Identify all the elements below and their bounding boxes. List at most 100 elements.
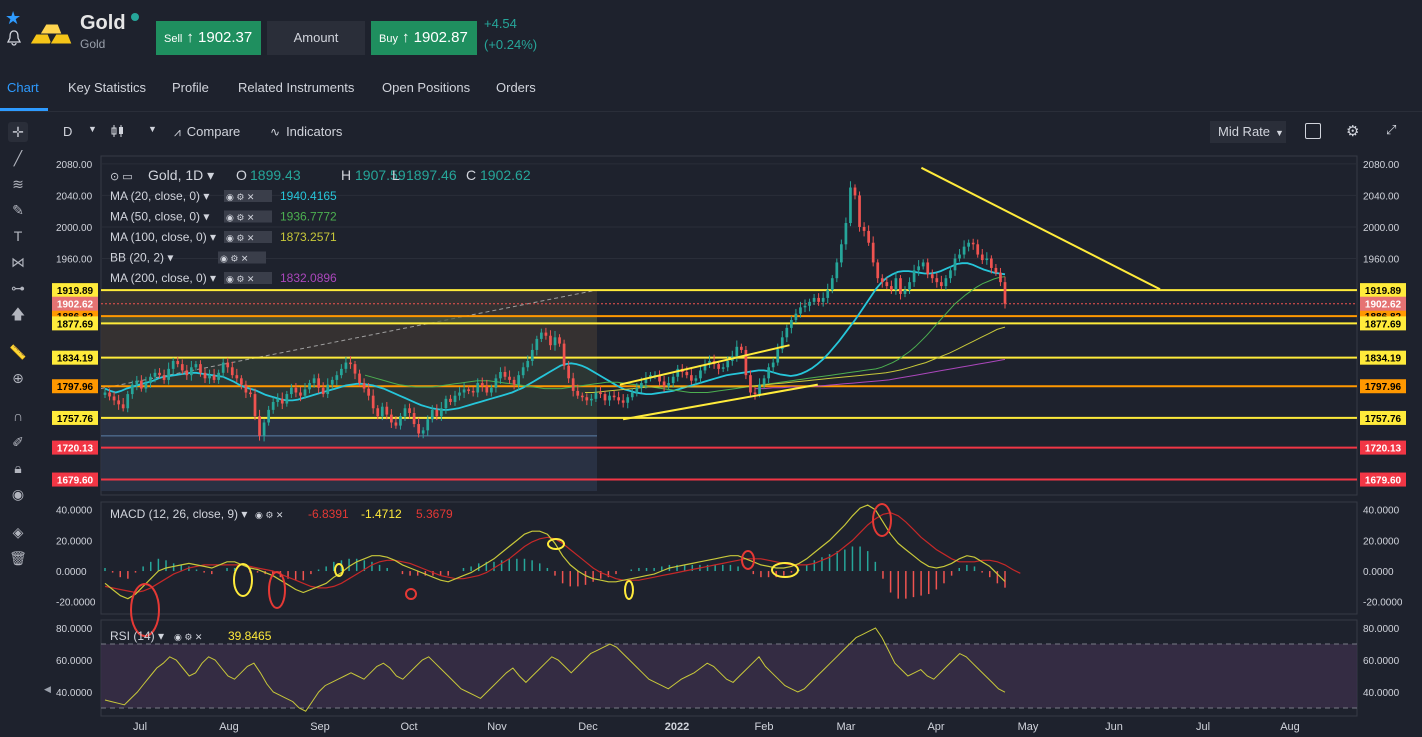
- candle: [349, 362, 352, 365]
- chart-type-select[interactable]: ▼: [110, 124, 160, 141]
- candle: [617, 397, 620, 401]
- favorite-star-icon[interactable]: ★: [5, 8, 22, 28]
- last-price-tag-left: [52, 296, 98, 311]
- eye-icon[interactable]: ◉: [11, 486, 25, 502]
- layers-icon[interactable]: ◈: [12, 524, 24, 540]
- candle: [212, 375, 216, 380]
- lock-drawing-icon[interactable]: ✐: [12, 434, 24, 450]
- candle: [767, 367, 770, 379]
- tab-chart[interactable]: Chart: [7, 80, 39, 95]
- fullscreen-frame-icon[interactable]: [1305, 123, 1321, 139]
- prediction-icon[interactable]: ⊶: [11, 280, 25, 296]
- candle: [676, 368, 680, 377]
- candle: [990, 258, 993, 268]
- level-tag-right: [1360, 283, 1406, 298]
- rsi-y-tick-left: 80.0000: [56, 624, 93, 635]
- ruler-icon[interactable]: 📏: [9, 344, 27, 360]
- ohlc-value: 1902.62: [480, 167, 531, 183]
- candle: [821, 297, 825, 302]
- instrument-subtitle: Gold: [80, 37, 106, 51]
- x-tick-label: Jul: [133, 721, 147, 733]
- gold-bars-icon: [28, 14, 74, 53]
- amount-input[interactable]: Amount: [267, 21, 365, 55]
- compare-button[interactable]: ⩘ Compare: [174, 124, 240, 140]
- annotation-ellipse: [405, 588, 417, 600]
- lock-icon[interactable]: 🔒︎: [14, 460, 22, 476]
- candle: [753, 392, 757, 395]
- last-price-label-left: 1902.62: [57, 300, 94, 311]
- ma200-line: [755, 358, 1006, 390]
- macd-label: MACD (12, 26, close, 9) ▾: [110, 507, 247, 521]
- candle: [149, 376, 152, 384]
- candle: [503, 372, 507, 377]
- trash-icon[interactable]: 🗑︎: [9, 550, 27, 566]
- settings-gear-icon[interactable]: ⚙: [1346, 123, 1360, 140]
- brush-icon[interactable]: ✎: [12, 202, 24, 218]
- candle: [658, 375, 661, 382]
- collapse-legend-icon: ⊙ ▭: [110, 171, 133, 183]
- annotation-ellipse: [741, 550, 755, 570]
- fib-retracement-icon[interactable]: ≋: [12, 176, 24, 192]
- candle: [567, 365, 570, 379]
- zoom-in-icon[interactable]: ⊕: [12, 370, 24, 386]
- candle: [921, 262, 925, 267]
- price-chart[interactable]: 1919.891919.891886.821886.821877.691877.…: [0, 150, 1422, 737]
- candle: [626, 397, 630, 403]
- tab-open-positions[interactable]: Open Positions: [382, 80, 471, 95]
- indicators-icon: ∿: [270, 125, 281, 139]
- y-tick-right: 1960.00: [1363, 254, 1400, 265]
- candle: [312, 378, 316, 384]
- expand-icon[interactable]: ⤢: [1386, 122, 1397, 137]
- study-name: MA (100, close, 0) ▾: [110, 230, 216, 244]
- ohlc-key: L: [392, 167, 400, 183]
- magnet-icon[interactable]: ∩: [12, 408, 24, 424]
- candle: [776, 349, 780, 363]
- buy-button[interactable]: Buy ↑ 1902.87: [371, 21, 477, 55]
- sell-button[interactable]: Sell ↑ 1902.37: [156, 21, 261, 55]
- tab-orders[interactable]: Orders: [496, 80, 536, 95]
- chevron-down-icon: ▼: [148, 124, 157, 134]
- price-mode-select[interactable]: Mid Rate ▼: [1210, 121, 1286, 143]
- candle: [117, 400, 120, 405]
- tab-key-statistics[interactable]: Key Statistics: [68, 80, 147, 95]
- level-label-right: 1919.89: [1365, 286, 1402, 297]
- collapse-arrow-icon[interactable]: ◀: [44, 684, 51, 694]
- candle: [408, 408, 411, 414]
- tab-related-instruments[interactable]: Related Instruments: [238, 80, 355, 95]
- arrow-up-icon[interactable]: 🡅: [10, 306, 26, 322]
- candle: [808, 301, 811, 306]
- candle: [353, 364, 357, 374]
- candle: [185, 370, 189, 376]
- candle: [235, 375, 239, 379]
- candles-icon: [111, 125, 123, 137]
- candle: [330, 379, 334, 385]
- annotation-ellipse: [233, 563, 253, 597]
- ohlc-value: 1899.43: [250, 167, 301, 183]
- y-tick-right: 2040.00: [1363, 191, 1400, 202]
- indicators-button[interactable]: ∿ Indicators: [270, 124, 342, 139]
- tab-profile[interactable]: Profile: [172, 80, 209, 95]
- candle: [512, 379, 516, 385]
- candle: [976, 244, 980, 255]
- alert-bell-icon[interactable]: [6, 30, 22, 46]
- rsi-y-tick-right: 60.0000: [1363, 656, 1400, 667]
- x-tick-label: Nov: [487, 721, 507, 733]
- candle: [467, 389, 470, 391]
- candle: [176, 360, 180, 365]
- text-tool-icon[interactable]: T: [13, 228, 23, 244]
- study-controls: [224, 190, 272, 202]
- trend-line-icon[interactable]: ╱: [13, 150, 23, 166]
- candle: [194, 364, 198, 368]
- x-tick-label: Jun: [1105, 721, 1123, 733]
- candle: [462, 389, 466, 393]
- candle: [758, 384, 761, 395]
- y-tick-left: 2080.00: [56, 160, 93, 171]
- pattern-icon[interactable]: ⋈: [11, 254, 25, 270]
- candle: [621, 400, 625, 403]
- candle: [480, 383, 484, 387]
- candle: [549, 335, 552, 346]
- crosshair-icon[interactable]: ✛: [8, 122, 28, 142]
- interval-select[interactable]: D ▼: [48, 124, 100, 139]
- macd-value-3: 5.3679: [416, 507, 453, 521]
- level-tag-left: [52, 410, 98, 425]
